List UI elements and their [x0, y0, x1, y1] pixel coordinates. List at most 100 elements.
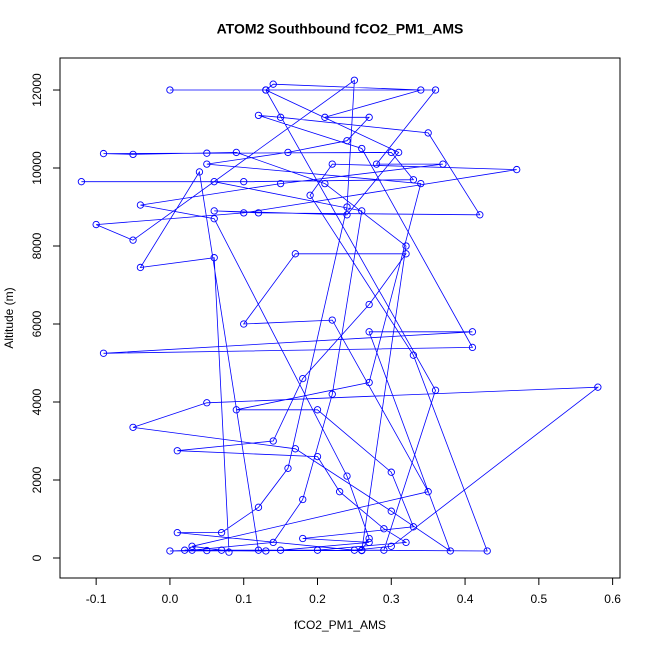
- data-point: [269, 437, 277, 445]
- data-point: [313, 406, 322, 414]
- x-tick-label: 0.1: [235, 592, 252, 606]
- data-point: [417, 86, 425, 94]
- data-point: [343, 203, 351, 211]
- data-point: [417, 179, 425, 188]
- data-point: [129, 236, 137, 244]
- data-point: [129, 423, 137, 432]
- data-point: [203, 149, 211, 157]
- data-point: [431, 386, 440, 394]
- data-point: [217, 546, 226, 554]
- data-point: [476, 211, 484, 219]
- data-point: [173, 528, 181, 537]
- y-tick-label: 12000: [30, 73, 44, 107]
- data-point: [483, 547, 491, 555]
- data-point: [395, 148, 403, 157]
- data-point: [387, 468, 395, 476]
- data-point: [173, 447, 181, 455]
- data-point: [328, 390, 336, 398]
- data-point: [92, 220, 100, 229]
- data-point: [468, 328, 477, 336]
- x-tick-label: 0.6: [604, 592, 621, 606]
- data-point: [188, 546, 196, 554]
- data-point: [358, 144, 366, 153]
- data-point: [365, 328, 373, 336]
- data-point: [254, 209, 263, 217]
- data-point: [365, 378, 373, 387]
- data-point: [343, 137, 351, 145]
- data-point: [409, 176, 418, 184]
- data-point: [365, 534, 373, 543]
- data-point: [136, 263, 145, 272]
- x-tick-label: 0.3: [383, 592, 400, 606]
- data-point: [313, 546, 322, 554]
- data-point: [99, 349, 108, 357]
- data-point: [240, 209, 248, 217]
- data-point: [203, 399, 211, 407]
- data-point: [254, 503, 263, 511]
- data-point: [291, 445, 300, 453]
- data-point: [328, 316, 336, 324]
- data-point: [594, 383, 602, 391]
- data-point: [380, 546, 388, 554]
- y-tick-label: 10000: [30, 151, 44, 185]
- data-point: [291, 250, 300, 258]
- data-point: [284, 464, 292, 472]
- y-tick-label: 8000: [30, 232, 44, 259]
- data-point: [409, 351, 418, 359]
- x-tick-label: 0.5: [530, 592, 547, 606]
- data-point: [166, 547, 174, 555]
- y-tick-label: 4000: [30, 388, 44, 415]
- data-point: [195, 168, 204, 176]
- data-point: [424, 129, 432, 137]
- data-point: [306, 191, 314, 199]
- y-tick-label: 2000: [30, 466, 44, 493]
- data-point: [365, 113, 373, 121]
- data-point: [269, 538, 277, 547]
- data-point: [210, 178, 218, 186]
- x-tick-label: 0.0: [162, 592, 179, 606]
- data-point: [77, 178, 86, 186]
- data-point: [328, 160, 336, 168]
- data-point: [409, 523, 418, 531]
- data-point: [321, 113, 329, 121]
- data-point: [210, 207, 218, 215]
- data-point: [203, 546, 211, 555]
- data-point: [188, 542, 196, 550]
- data-point: [424, 488, 432, 496]
- data-point: [299, 495, 307, 504]
- data-point: [240, 178, 248, 186]
- data-point: [365, 300, 373, 309]
- data-point: [446, 547, 454, 555]
- data-point: [299, 374, 307, 383]
- data-point: [402, 242, 410, 250]
- data-point: [232, 406, 240, 414]
- data-point: [439, 160, 447, 168]
- data-point: [350, 546, 359, 554]
- data-point: [402, 250, 410, 258]
- data-point: [262, 547, 270, 555]
- data-point: [203, 160, 211, 168]
- data-point: [210, 215, 218, 223]
- data-point: [232, 148, 240, 157]
- data-line: [81, 79, 600, 553]
- data-point: [210, 254, 218, 262]
- data-point: [350, 76, 359, 84]
- y-axis-label: Altitude (m): [2, 287, 16, 348]
- data-point: [254, 546, 263, 554]
- data-point: [387, 148, 395, 157]
- data-point: [217, 528, 226, 537]
- plot-frame: [59, 57, 621, 579]
- data-point: [343, 211, 351, 219]
- data-point: [358, 546, 366, 554]
- data-point: [468, 343, 477, 352]
- data-point: [181, 546, 189, 554]
- data-point: [276, 546, 285, 554]
- data-point: [240, 320, 248, 328]
- data-point: [387, 507, 395, 515]
- data-point: [136, 201, 145, 209]
- data-point: [166, 86, 174, 94]
- x-tick-label: -0.1: [86, 592, 107, 606]
- data-point: [343, 472, 351, 480]
